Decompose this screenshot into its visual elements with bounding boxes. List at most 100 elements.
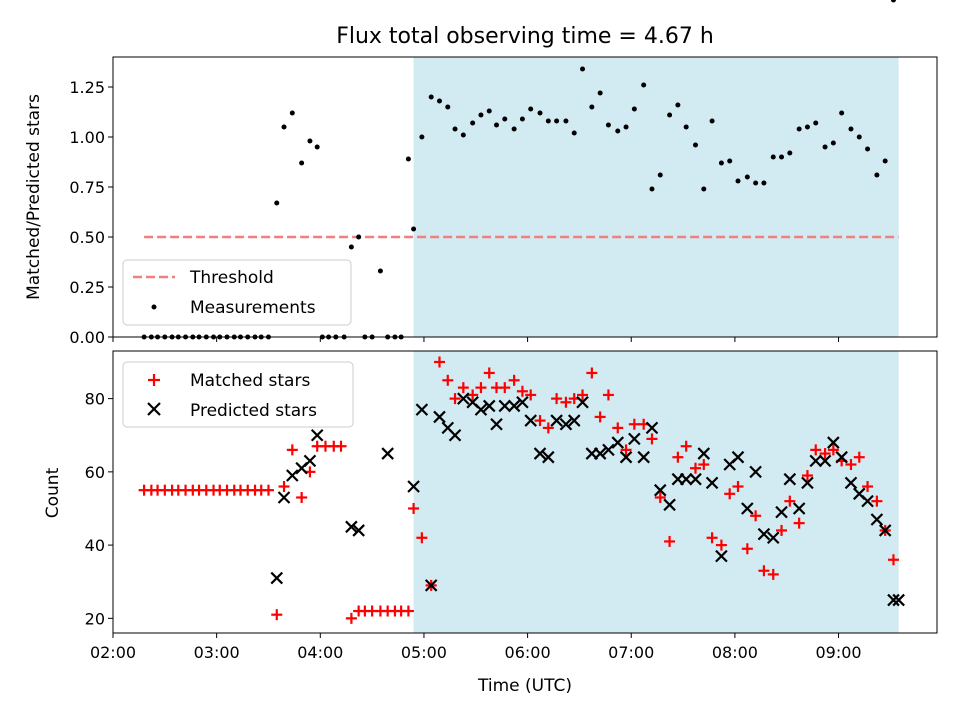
measurement-point [745,175,750,180]
matched-star-point [279,481,290,492]
matched-star-point [403,606,414,617]
measurement-point [735,179,740,184]
predicted-star-point [382,448,393,459]
bottom-legend: Matched stars Predicted stars [123,362,353,427]
measurement-point [315,145,320,150]
measurement-point [667,113,672,118]
y-tick-label: 20 [85,609,105,628]
measurement-point [282,125,287,130]
measurement-point [307,139,312,144]
measurement-point [378,269,383,274]
measurement-point [437,99,442,104]
measurement-point [779,155,784,160]
y-tick-label: 40 [85,536,105,555]
measurement-point [753,181,758,186]
measurement-point [589,105,594,110]
bottom-y-ticks: 20 40 60 80 [85,390,113,629]
measurement-point [727,159,732,164]
measurement-point [719,161,724,166]
matched-star-point [287,444,298,455]
top-y-axis-label: Matched/Predicted stars [24,94,44,300]
top-panel: 0.000.250.500.751.001.25 Matched/Predict… [24,0,937,347]
y-tick-label: 80 [85,390,105,409]
measurement-point [883,159,888,164]
x-tick-label: 07:00 [608,643,654,662]
predicted-star-point [312,430,323,441]
measurement-point [563,119,568,124]
y-tick-label: 1.25 [69,78,105,97]
measurement-point [865,147,870,152]
measurement-point [693,143,698,148]
measurement-point [554,119,559,124]
matched-star-point [263,485,274,496]
measurement-point [598,91,603,96]
measurement-point [787,151,792,156]
measurement-point [615,129,620,134]
measurement-point [606,123,611,128]
measurement-point [528,107,533,112]
measurement-point [299,161,304,166]
measurement-point [771,155,776,160]
bottom-shaded-interval [414,351,899,633]
top-y-ticks: 0.00 0.25 0.50 0.75 1.00 1.25 [69,78,113,347]
measurement-point [419,135,424,140]
measurement-point [274,201,279,206]
chart-title: Flux total observing time = 4.67 h [336,24,714,49]
x-tick-label: 03:00 [194,643,240,662]
legend-predicted-label: Predicted stars [190,401,317,421]
predicted-star-point [304,455,315,466]
predicted-star-point [279,492,290,503]
y-tick-label: 0.75 [69,178,105,197]
measurement-point [761,181,766,186]
x-tick-label: 08:00 [712,643,758,662]
measurement-point [470,121,475,126]
measurement-point [520,117,525,122]
x-tick-label: 04:00 [297,643,343,662]
y-tick-label: 60 [85,463,105,482]
measurement-point [641,83,646,88]
figure: Flux total observing time = 4.67 h 0.000… [0,0,960,720]
x-tick-label: 09:00 [815,643,861,662]
measurement-point [805,125,810,130]
measurement-point [502,117,507,122]
measurement-point [453,127,458,132]
measurement-point [813,121,818,126]
measurement-point [632,107,637,112]
measurement-point [349,245,354,250]
measurement-point [658,173,663,178]
bottom-x-ticks: 02:00 03:00 04:00 05:00 06:00 07:00 08:00 09:00 [90,633,862,662]
measurement-point [710,119,715,124]
top-shaded-interval [414,57,899,337]
measurement-point [461,133,466,138]
top-legend: Threshold Measurements [123,260,351,325]
measurement-point [797,127,802,132]
y-tick-label: 1.00 [69,128,105,147]
predicted-star-point [287,470,298,481]
measurement-point [411,227,416,232]
matched-star-point [336,441,347,452]
predicted-star-point [271,573,282,584]
legend-threshold-label: Threshold [189,268,274,288]
x-tick-label: 02:00 [90,643,136,662]
legend-measurements-label: Measurements [190,298,316,318]
bottom-y-axis-label: Count [43,467,63,518]
measurement-point [429,95,434,100]
measurement-point [478,113,483,118]
measurement-point [624,125,629,130]
x-tick-label: 05:00 [401,643,447,662]
measurement-point [848,127,853,132]
measurement-point [874,173,879,178]
measurement-point [891,0,896,3]
matched-star-point [296,492,307,503]
measurement-point [857,135,862,140]
measurement-point [684,125,689,130]
measurement-point [356,235,361,240]
measurement-point [839,111,844,116]
x-axis-label: Time (UTC) [477,676,572,696]
measurement-point [649,187,654,192]
y-tick-label: 0.25 [69,278,105,297]
measurement-point [701,187,706,192]
legend-matched-label: Matched stars [190,371,310,391]
matched-star-point [271,609,282,620]
